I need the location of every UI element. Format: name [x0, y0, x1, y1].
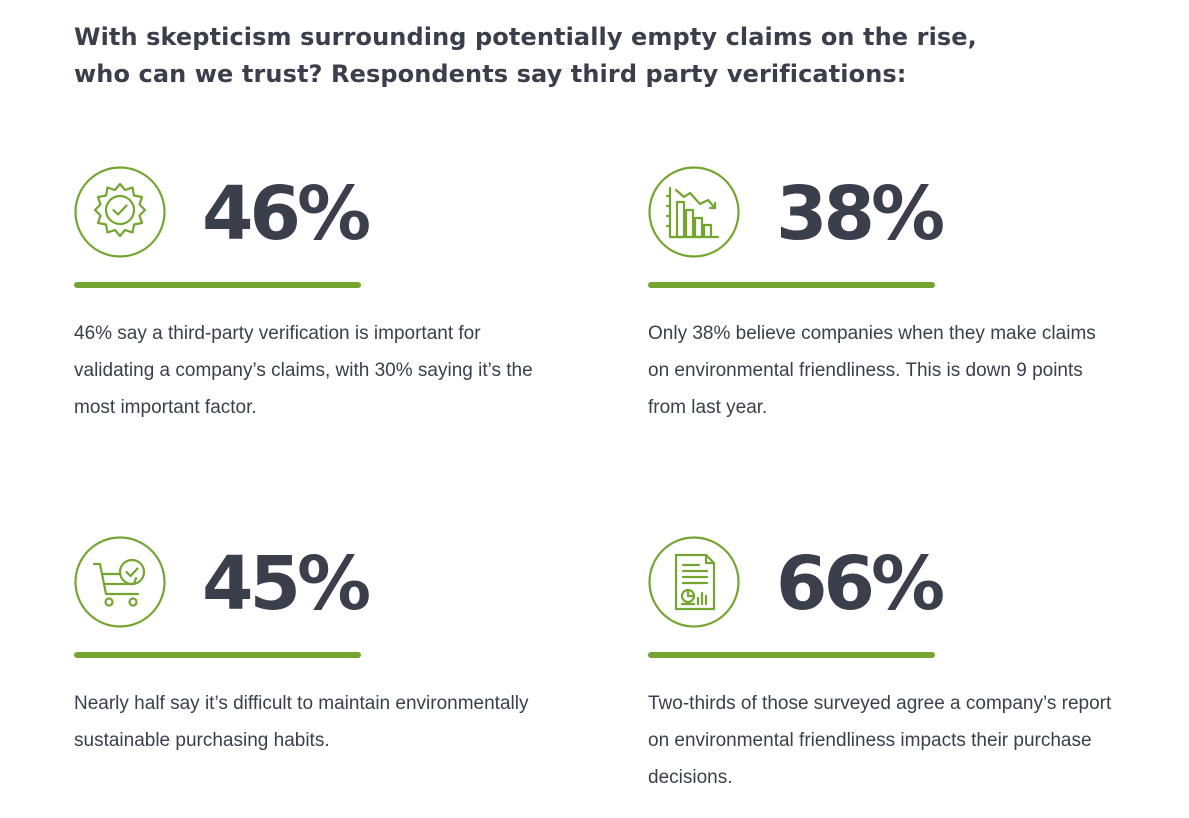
report-document-icon: [648, 536, 740, 628]
shopping-cart-check-icon: [74, 536, 166, 628]
accent-bar: [74, 282, 361, 288]
stat-value: 38%: [776, 171, 945, 257]
verified-badge-icon: [74, 166, 166, 258]
accent-bar: [648, 652, 935, 658]
stat-value: 46%: [202, 171, 371, 257]
stat-value: 66%: [776, 541, 945, 627]
declining-chart-icon: [648, 166, 740, 258]
accent-bar: [648, 282, 935, 288]
stat-description: Nearly half say it’s difficult to mainta…: [74, 693, 529, 751]
stat-description: 46% say a third-party verification is im…: [74, 323, 533, 418]
stat-value: 45%: [202, 541, 371, 627]
stat-description: Only 38% believe companies when they mak…: [648, 323, 1096, 418]
headline: With skepticism surrounding potentially …: [74, 23, 977, 88]
accent-bar: [74, 652, 361, 658]
stat-description: Two-thirds of those surveyed agree a com…: [648, 693, 1112, 788]
